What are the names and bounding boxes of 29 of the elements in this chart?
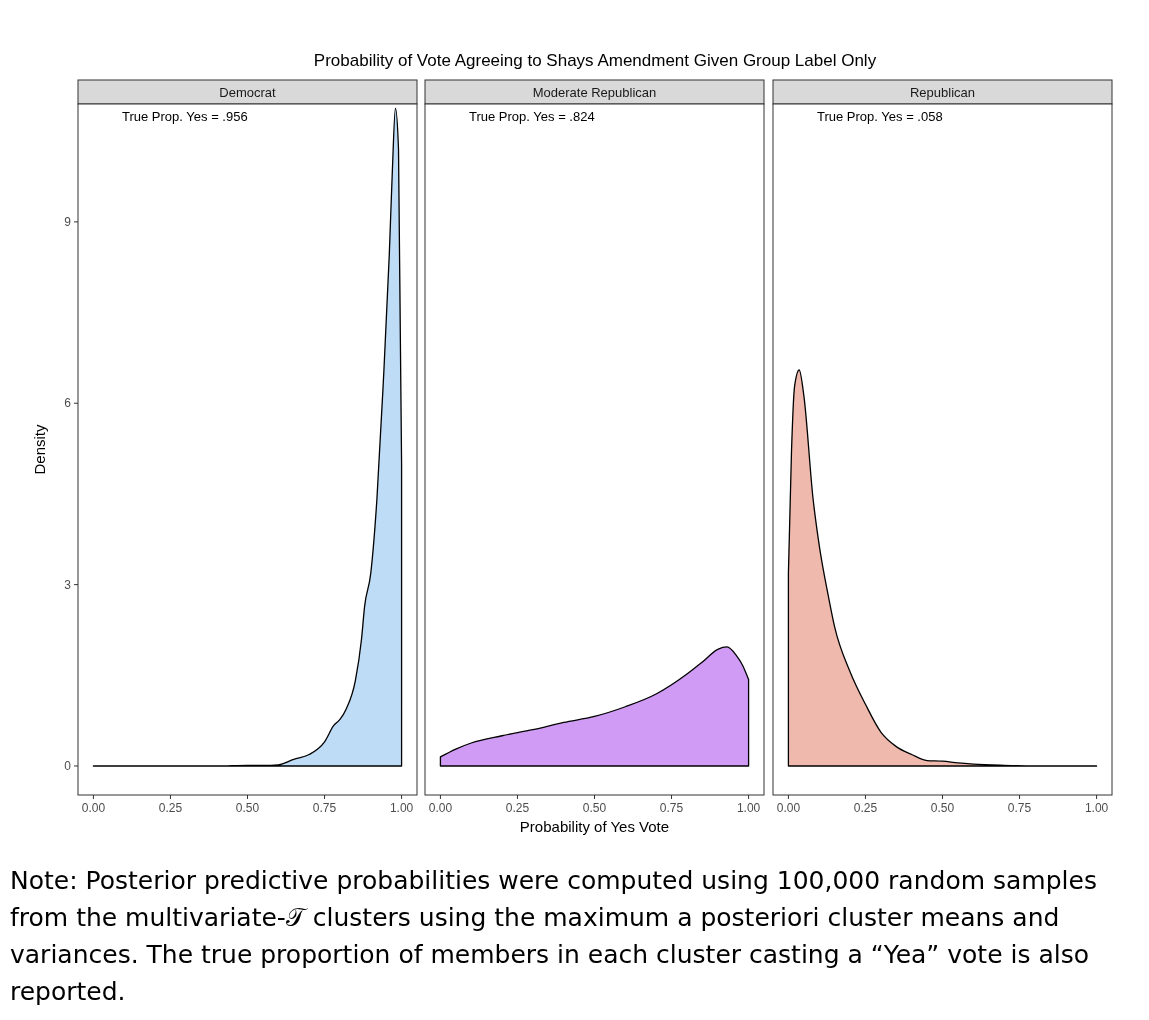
y-axis-title: Density: [31, 424, 48, 475]
annotation: True Prop. Yes = .058: [817, 109, 943, 124]
chart-title: Republican: [909, 84, 976, 100]
y-tick-label: 0: [64, 758, 72, 773]
x-tick-label: 0.50: [235, 801, 260, 815]
x-tick-label: 0.25: [853, 801, 878, 815]
text: Note: Posterior predictive probabilities were computed using 100,000 random samples from the multivariate-𝒯 clusters using the maximum a posteriori cluster means and variances. The true proportion of members in each cluster casting a “Yea” vote is also reported.: [10, 865, 1098, 1008]
y-tick-label: 6: [64, 396, 72, 411]
x-tick-label: 0.50: [582, 801, 607, 815]
x-tick-label: 1.00: [736, 801, 761, 815]
annotation: True Prop. Yes = .824: [469, 109, 595, 124]
chart-title: Moderate Republican: [532, 84, 657, 100]
x-tick-label: 0.00: [428, 801, 453, 815]
x-tick-label: 0.75: [1007, 801, 1032, 815]
x-tick-label: 1.00: [1084, 801, 1109, 815]
x-tick-label: 0.25: [505, 801, 530, 815]
y-tick-label: 9: [64, 214, 72, 229]
x-tick-label: 0.50: [930, 801, 955, 815]
x-tick-label: 0.00: [81, 801, 106, 815]
chart-title: Democrat: [219, 84, 277, 100]
y-tick-label: 3: [64, 577, 72, 592]
x-tick-label: 0.25: [158, 801, 183, 815]
x-tick-label: 1.00: [389, 801, 414, 815]
x-tick-label: 0.75: [659, 801, 684, 815]
x-tick-label: 0.75: [312, 801, 337, 815]
annotation: True Prop. Yes = .956: [122, 109, 248, 124]
text: Probability of Vote Agreeing to Shays Amendment Given Group Label Only: [313, 51, 877, 70]
x-axis-title: Probability of Yes Vote: [519, 818, 670, 835]
x-tick-label: 0.00: [776, 801, 801, 815]
